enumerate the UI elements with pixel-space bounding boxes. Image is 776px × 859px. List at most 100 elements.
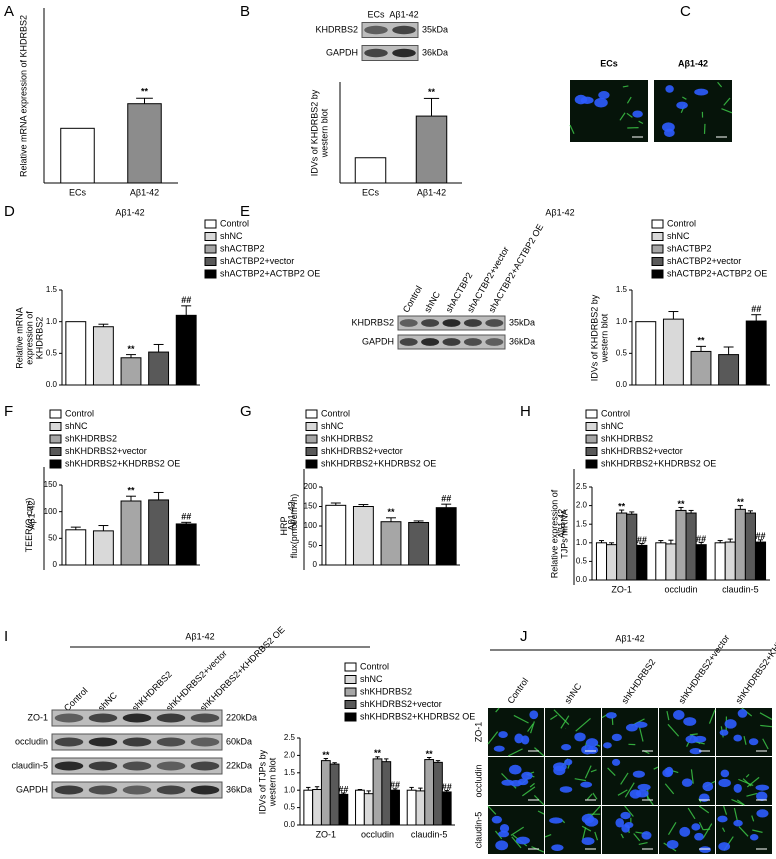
significance-marker: ## xyxy=(181,295,191,305)
nucleus xyxy=(491,815,503,824)
image-column-label: shNC xyxy=(562,681,583,706)
image-row-label: occludin xyxy=(473,764,483,797)
cell-border xyxy=(510,826,524,836)
cell-border xyxy=(529,721,535,734)
y-axis-label: Relative mRNA expression of KHDRBS2 xyxy=(14,306,44,369)
nucleus xyxy=(620,811,631,820)
cell-border xyxy=(527,723,534,732)
y-tick-label: 0.0 xyxy=(46,380,58,389)
blot-row-label: occludin xyxy=(15,736,48,746)
y-tick-label: 1.0 xyxy=(284,785,296,794)
legend-label: shKHDRBS2+KHDRBS2 OE xyxy=(65,458,180,468)
cell-border xyxy=(731,798,745,806)
blot-band xyxy=(88,761,118,771)
nucleus xyxy=(605,712,617,719)
blot-size-label: 22kDa xyxy=(226,760,252,770)
nucleus xyxy=(611,733,622,742)
blot-size-label: 35kDa xyxy=(509,317,535,327)
bar xyxy=(148,499,170,566)
cell-border xyxy=(590,769,597,773)
bar xyxy=(441,791,452,826)
bar xyxy=(380,521,402,566)
legend-label: shKHDRBS2+vector xyxy=(601,446,683,456)
cell-border xyxy=(746,792,758,797)
legend-label: shNC xyxy=(601,421,624,431)
cell-border xyxy=(698,805,710,814)
blot-size-label: 36kDa xyxy=(422,47,448,57)
bar xyxy=(635,321,657,386)
significance-marker: ** xyxy=(426,749,434,759)
legend-swatch xyxy=(585,459,598,469)
y-tick-label: 0.0 xyxy=(284,820,296,829)
cell-border xyxy=(690,769,694,784)
blot-row-label: GAPDH xyxy=(362,336,394,346)
blot-band xyxy=(485,338,504,346)
bar xyxy=(734,508,746,581)
nucleus xyxy=(737,709,748,718)
bar xyxy=(65,321,87,386)
cell-border xyxy=(667,723,680,737)
x-tick-label: ECs xyxy=(69,187,87,197)
nucleus xyxy=(580,781,593,788)
blot-band xyxy=(190,761,220,771)
chart-title: Aβ1-42 xyxy=(545,207,574,217)
legend-swatch xyxy=(49,409,62,419)
cell-border xyxy=(586,793,593,800)
legend-swatch xyxy=(204,219,217,229)
bar xyxy=(320,760,331,826)
significance-marker: ** xyxy=(618,501,626,511)
blot-band xyxy=(54,713,84,723)
blot-band xyxy=(442,338,461,346)
nucleus xyxy=(756,791,768,801)
y-tick-label: 150 xyxy=(44,480,58,489)
cell-border xyxy=(689,733,698,736)
bar xyxy=(303,789,314,826)
blot-size-label: 36kDa xyxy=(509,336,535,346)
bar xyxy=(92,530,114,566)
y-axis-label: HRP flux(pmol/cm²/h) xyxy=(279,493,299,559)
legend-swatch xyxy=(651,257,664,266)
nucleus xyxy=(549,817,563,824)
y-axis-label: IDVs of TJPs by western blot xyxy=(257,749,277,814)
cell-border xyxy=(721,827,726,833)
significance-marker: ** xyxy=(697,336,705,346)
side-title: Aβ1-42 xyxy=(26,500,36,529)
y-tick-label: 1.0 xyxy=(46,317,58,326)
bar xyxy=(372,758,383,826)
blot-row-label: claudin-5 xyxy=(11,760,48,770)
significance-marker: ** xyxy=(387,507,395,517)
panel-letter: F xyxy=(4,403,13,420)
nucleus xyxy=(689,748,702,755)
significance-marker: ## xyxy=(755,531,765,541)
nucleus xyxy=(755,784,770,791)
nucleus xyxy=(641,831,652,840)
cell-border xyxy=(537,810,545,815)
y-tick-label: 150 xyxy=(304,502,318,511)
blot-band xyxy=(364,48,388,58)
blot-band xyxy=(399,338,418,346)
cell-border xyxy=(664,783,675,795)
panel-letter: D xyxy=(4,203,15,220)
legend-label: Control xyxy=(360,661,389,671)
cell-border xyxy=(723,805,728,815)
x-tick-label: Aβ1-42 xyxy=(417,187,446,197)
legend-swatch xyxy=(344,675,357,684)
legend-label: shKHDRBS2+KHDRBS2 OE xyxy=(360,711,475,721)
legend-swatch xyxy=(204,244,217,254)
y-axis-label: Relative expression of TJPs mRNA xyxy=(549,489,569,578)
lane-label: ECs xyxy=(367,9,385,19)
cell-border xyxy=(507,748,523,757)
legend-swatch xyxy=(651,269,664,279)
nucleus xyxy=(521,735,530,745)
nucleus xyxy=(699,846,712,853)
bar xyxy=(352,506,374,566)
bar xyxy=(127,103,162,184)
blot-title: Aβ1-42 xyxy=(185,631,214,641)
nucleus xyxy=(733,783,742,793)
legend-label: shKHDRBS2 xyxy=(321,433,373,443)
nucleus xyxy=(718,842,731,851)
nucleus xyxy=(501,779,514,786)
bar xyxy=(595,542,608,581)
legend-swatch xyxy=(204,269,217,279)
